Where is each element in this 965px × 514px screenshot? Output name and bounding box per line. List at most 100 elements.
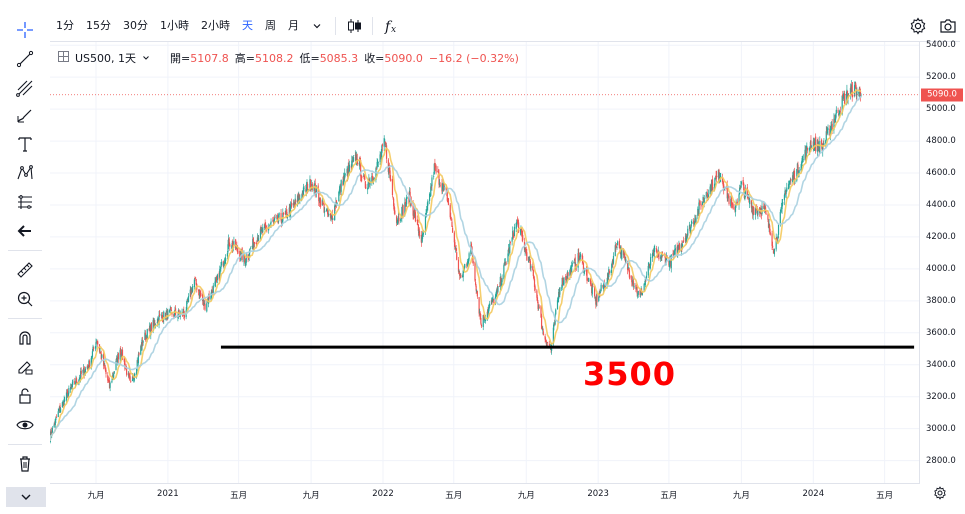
magnet-icon[interactable]	[13, 326, 37, 350]
candles-icon[interactable]	[342, 14, 366, 38]
candle	[430, 183, 432, 198]
candle	[95, 338, 97, 350]
candle	[187, 293, 190, 303]
gear-icon[interactable]	[906, 14, 930, 38]
timeframe-1m[interactable]: 1分	[56, 18, 74, 32]
timeframe-1mo[interactable]: 月	[288, 18, 299, 32]
candle	[579, 251, 582, 261]
candle	[716, 170, 718, 183]
price-scale[interactable]: 2800.0 3000.0 3200.0 3400.0 3600.0 3800.0 4000…	[920, 40, 965, 483]
chevron-down-icon[interactable]	[142, 52, 150, 65]
candle	[55, 414, 58, 418]
time-tick-label: 九月	[87, 491, 105, 501]
candle	[754, 205, 757, 220]
text-tool-icon[interactable]	[13, 132, 37, 156]
pitchfork-icon[interactable]	[13, 76, 37, 100]
candle	[842, 90, 844, 101]
time-tick-label: 九月	[732, 491, 750, 501]
candle	[534, 284, 536, 293]
candle	[413, 208, 415, 219]
candle	[777, 234, 779, 243]
timeframe-15m[interactable]: 15分	[86, 18, 111, 32]
toolbar-divider	[8, 250, 42, 251]
trash-icon[interactable]	[13, 452, 37, 476]
toolbar-divider	[8, 318, 42, 319]
time-tick-label: 九月	[517, 491, 535, 501]
price-annotation[interactable]: 3500	[583, 355, 677, 393]
pencil-lock-icon[interactable]	[13, 355, 37, 379]
candle	[728, 192, 730, 206]
candle	[802, 154, 804, 163]
candle	[451, 218, 453, 227]
candle	[839, 106, 842, 113]
candle	[787, 180, 790, 190]
ruler-icon[interactable]	[13, 258, 37, 282]
forecast-icon[interactable]	[13, 190, 37, 214]
chevron-down-icon[interactable]	[305, 14, 329, 38]
candle	[192, 284, 194, 293]
candle	[181, 308, 183, 313]
timeframe-1d[interactable]: 天	[242, 18, 253, 32]
candle	[777, 223, 780, 239]
layout-grid-icon[interactable]	[58, 51, 69, 65]
zoom-in-icon[interactable]	[13, 287, 37, 311]
candle	[93, 346, 95, 351]
candle	[501, 274, 503, 287]
candle	[256, 242, 258, 244]
candle	[472, 258, 474, 266]
candle	[344, 168, 346, 184]
trend-line-icon[interactable]	[13, 47, 37, 71]
open-value: 5107.8	[190, 52, 229, 65]
low-label: 低=	[299, 52, 320, 65]
camera-icon[interactable]	[936, 14, 960, 38]
candle	[331, 209, 333, 224]
brush-icon[interactable]	[13, 104, 37, 128]
candle	[786, 182, 788, 192]
candle	[229, 242, 231, 251]
unlock-icon[interactable]	[13, 384, 37, 408]
collapse-toolbar-button[interactable]	[6, 487, 46, 507]
toolbar-divider	[335, 16, 336, 35]
price-tick-label: 2800.0	[926, 455, 956, 466]
gear-icon[interactable]	[928, 484, 952, 502]
candle	[251, 245, 253, 249]
candle	[80, 367, 82, 378]
candle	[650, 253, 652, 269]
candle	[608, 269, 610, 275]
grid	[50, 42, 919, 483]
candle	[740, 180, 743, 188]
timeframe-30m[interactable]: 30分	[123, 18, 148, 32]
symbol-name[interactable]: US500, 1天	[75, 52, 137, 65]
candle	[833, 113, 835, 134]
price-chart[interactable]	[50, 42, 920, 483]
timeframe-2h[interactable]: 2小時	[201, 18, 230, 32]
eye-icon[interactable]	[13, 413, 37, 437]
candle	[376, 158, 378, 170]
candle	[732, 202, 734, 210]
timeframe-1h[interactable]: 1小時	[160, 18, 189, 32]
crosshair-icon[interactable]	[13, 18, 37, 42]
chart-pane[interactable]	[50, 42, 920, 483]
candle	[371, 172, 373, 186]
candle	[394, 207, 396, 216]
candle	[334, 204, 336, 221]
candle	[455, 245, 457, 252]
candle	[616, 246, 618, 250]
pattern-icon[interactable]	[13, 161, 37, 185]
candle	[68, 385, 70, 396]
candle	[629, 274, 631, 280]
back-arrow-icon[interactable]	[13, 219, 37, 243]
candle	[161, 311, 164, 323]
candle	[537, 300, 539, 312]
candle	[439, 179, 441, 187]
candle	[837, 107, 839, 114]
fx-icon[interactable]: f x	[379, 14, 403, 38]
candle	[711, 175, 714, 192]
time-scale[interactable]: 九月 2021 五月 九月 2022 五月 九月 2023 五月 九月 2024 五月	[50, 483, 920, 503]
candle	[342, 172, 345, 186]
toolbar-divider	[372, 16, 373, 35]
candle	[356, 153, 358, 164]
candle	[216, 273, 218, 284]
timeframe-1w[interactable]: 周	[265, 18, 276, 32]
